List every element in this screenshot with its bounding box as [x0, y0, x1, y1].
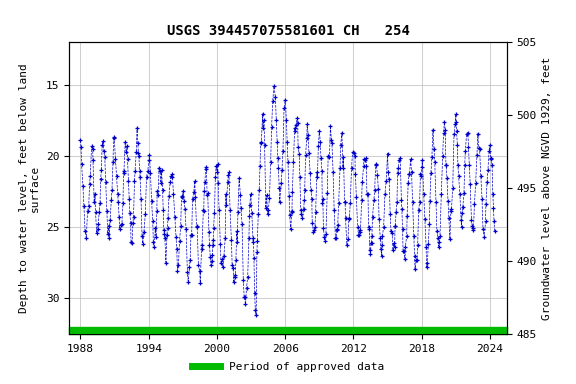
Title: USGS 394457075581601 CH   254: USGS 394457075581601 CH 254 [166, 24, 410, 38]
Y-axis label: Depth to water level, feet below land
surface: Depth to water level, feet below land su… [19, 63, 40, 313]
Y-axis label: Groundwater level above NGVD 1929, feet: Groundwater level above NGVD 1929, feet [543, 56, 552, 320]
Legend: Period of approved data: Period of approved data [188, 358, 388, 377]
Bar [69, 327, 507, 334]
